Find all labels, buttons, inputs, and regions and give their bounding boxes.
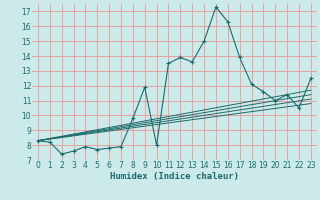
X-axis label: Humidex (Indice chaleur): Humidex (Indice chaleur) bbox=[110, 172, 239, 181]
